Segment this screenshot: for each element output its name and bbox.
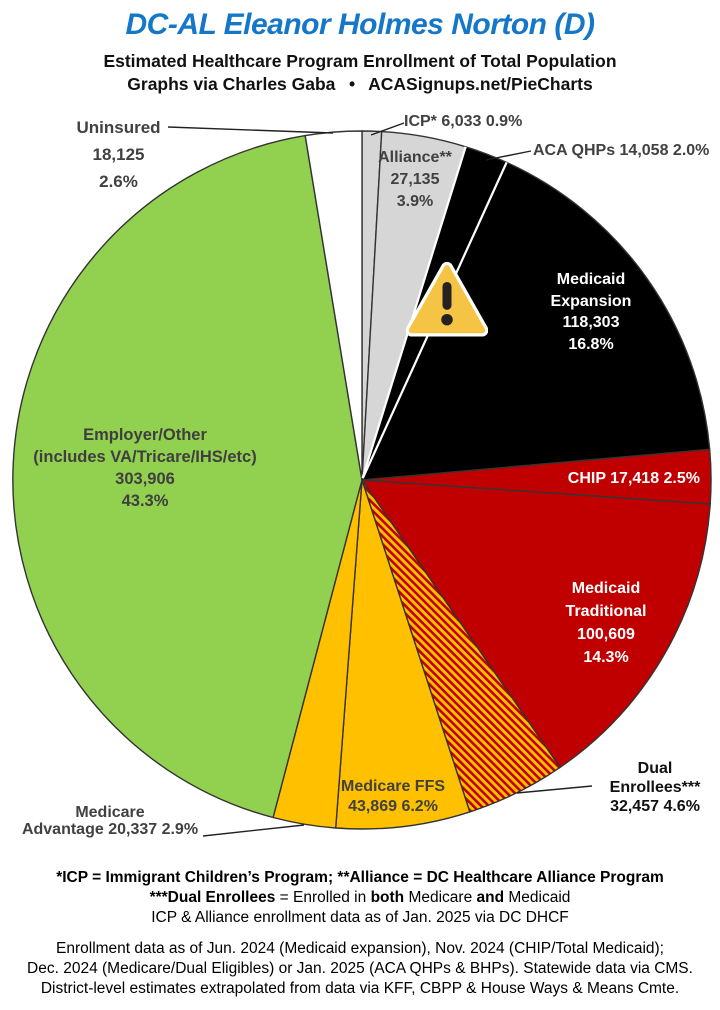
leader-line-uninsured xyxy=(167,126,334,134)
label-alliance: Alliance** 27,135 3.9% xyxy=(359,147,471,213)
warning-icon xyxy=(406,261,488,337)
leader-line-dual-enrollees xyxy=(516,785,593,794)
footnote-text: = Enrolled in xyxy=(275,889,371,906)
label-employer-other: Employer/Other (includes VA/Tricare/IHS/… xyxy=(20,424,270,512)
footnote-text: Medicaid xyxy=(504,889,571,906)
label-text-line: 18,125 xyxy=(92,145,145,164)
label-chip: CHIP 17,418 2.5% xyxy=(567,470,700,487)
pie-slice-employer-other-includes-va-tricare-ihs-etc xyxy=(12,134,363,819)
label-text-line: 16.8% xyxy=(568,335,614,353)
pie-slice-medicare-ffs xyxy=(335,479,471,830)
label-text-line: Alliance** xyxy=(378,149,452,166)
label-text-line: Medicare xyxy=(75,804,145,821)
label-text-line: Medicare FFS xyxy=(340,778,446,795)
label-text-line: 2.6% xyxy=(99,172,138,191)
label-medicare-advantage: Medicare Advantage 20,337 2.9% xyxy=(14,804,206,838)
chart-title: DC-AL Eleanor Holmes Norton (D) xyxy=(125,8,595,41)
source-note-line: District-level estimates extrapolated fr… xyxy=(40,980,680,997)
label-text-line: Medicaid xyxy=(556,271,626,288)
label-text-line: Uninsured xyxy=(76,118,161,137)
footnote-bold-text: and xyxy=(476,889,505,906)
footnote-line: *ICP = Immigrant Children’s Program; **A… xyxy=(56,869,664,886)
slice-separator-line xyxy=(361,146,467,479)
label-text-line: 3.9% xyxy=(396,193,434,210)
label-text-line: 43.3% xyxy=(121,492,169,510)
label-medicare-ffs: Medicare FFS 43,869 6.2% xyxy=(320,777,466,817)
footnote-bold-text: ***Dual Enrollees xyxy=(149,889,276,906)
label-medicaid-traditional: Medicaid Traditional 100,609 14.3% xyxy=(536,577,676,669)
leader-line-medicare-advantage xyxy=(202,824,305,837)
label-uninsured: Uninsured 18,125 2.6% xyxy=(46,114,191,195)
footnote-bold-text: both xyxy=(370,889,405,906)
footnote-block: *ICP = Immigrant Children’s Program; **A… xyxy=(0,868,720,928)
label-text-line: 118,303 xyxy=(562,314,620,331)
label-text-line: 43,869 6.2% xyxy=(348,798,438,815)
leader-line-aca-qhps xyxy=(485,150,532,161)
footnote-line: ICP & Alliance enrollment data as of Jan… xyxy=(151,909,569,926)
label-text-line: 14.3% xyxy=(583,649,629,666)
label-aca-qhps: ACA QHPs 14,058 2.0% xyxy=(533,142,710,159)
label-text-line: Expansion xyxy=(550,292,632,310)
source-note-block: Enrollment data as of Jun. 2024 (Medicai… xyxy=(0,939,720,999)
chart-subtitle: Estimated Healthcare Program Enrollment … xyxy=(103,51,617,71)
pie-slice-medicaid-expansion xyxy=(361,161,711,481)
label-text-line: 100,609 xyxy=(577,626,635,643)
pie-slice-uninsured xyxy=(304,130,363,481)
label-text-line: 32,457 4.6% xyxy=(610,798,700,815)
leader-line-icp xyxy=(370,122,405,136)
label-text-line: (includes VA/Tricare/IHS/etc) xyxy=(33,448,257,466)
label-text-line: 303,906 xyxy=(115,470,175,488)
label-dual-enrollees: Dual Enrollees*** 32,457 4.6% xyxy=(592,759,718,816)
label-text-line: Medicaid xyxy=(571,580,641,597)
footnote-text: Medicare xyxy=(404,889,477,906)
label-text-line: Traditional xyxy=(565,603,647,620)
source-note-line: Enrollment data as of Jun. 2024 (Medicai… xyxy=(56,940,664,957)
label-medicaid-expansion: Medicaid Expansion 118,303 16.8% xyxy=(521,269,661,355)
label-text-line: 27,135 xyxy=(390,171,440,188)
footnote-line: ***Dual Enrollees = Enrolled in both Med… xyxy=(0,888,720,908)
pie-slice-medicaid-traditional xyxy=(361,479,711,769)
label-text-line: Advantage 20,337 2.9% xyxy=(21,820,199,838)
label-text-line: Employer/Other xyxy=(83,426,207,444)
label-text-line: Dual Enrollees*** xyxy=(609,760,701,796)
chart-credit: Graphs via Charles Gaba • ACASignups.net… xyxy=(127,74,593,94)
source-note-line: Dec. 2024 (Medicare/Dual Eligibles) or J… xyxy=(27,960,693,977)
label-icp: ICP* 6,033 0.9% xyxy=(404,113,523,130)
